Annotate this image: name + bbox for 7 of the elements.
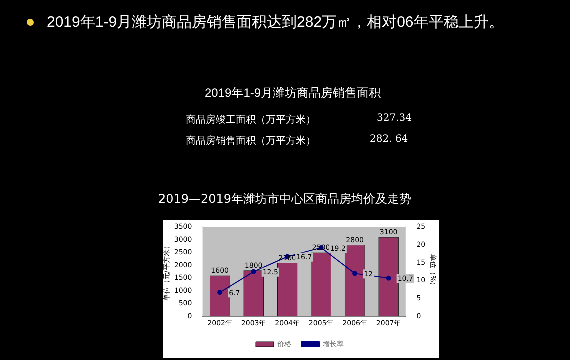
- text: 327.34: [377, 113, 412, 124]
- text: 2019年1-9月潍坊商品房销售面积: [205, 85, 382, 102]
- text: 商品房销售面积（万平方米）: [186, 134, 316, 148]
- text: 商品房竣工面积（万平方米）: [186, 114, 316, 127]
- chart-title: 2019—2019年潍坊市中心区商品房均价及走势: [157, 191, 413, 208]
- text: 2019年1-9月潍坊商品房销售面积达到282万㎡，相对06年平稳上升。: [47, 13, 504, 32]
- text: 282. 64: [370, 134, 408, 145]
